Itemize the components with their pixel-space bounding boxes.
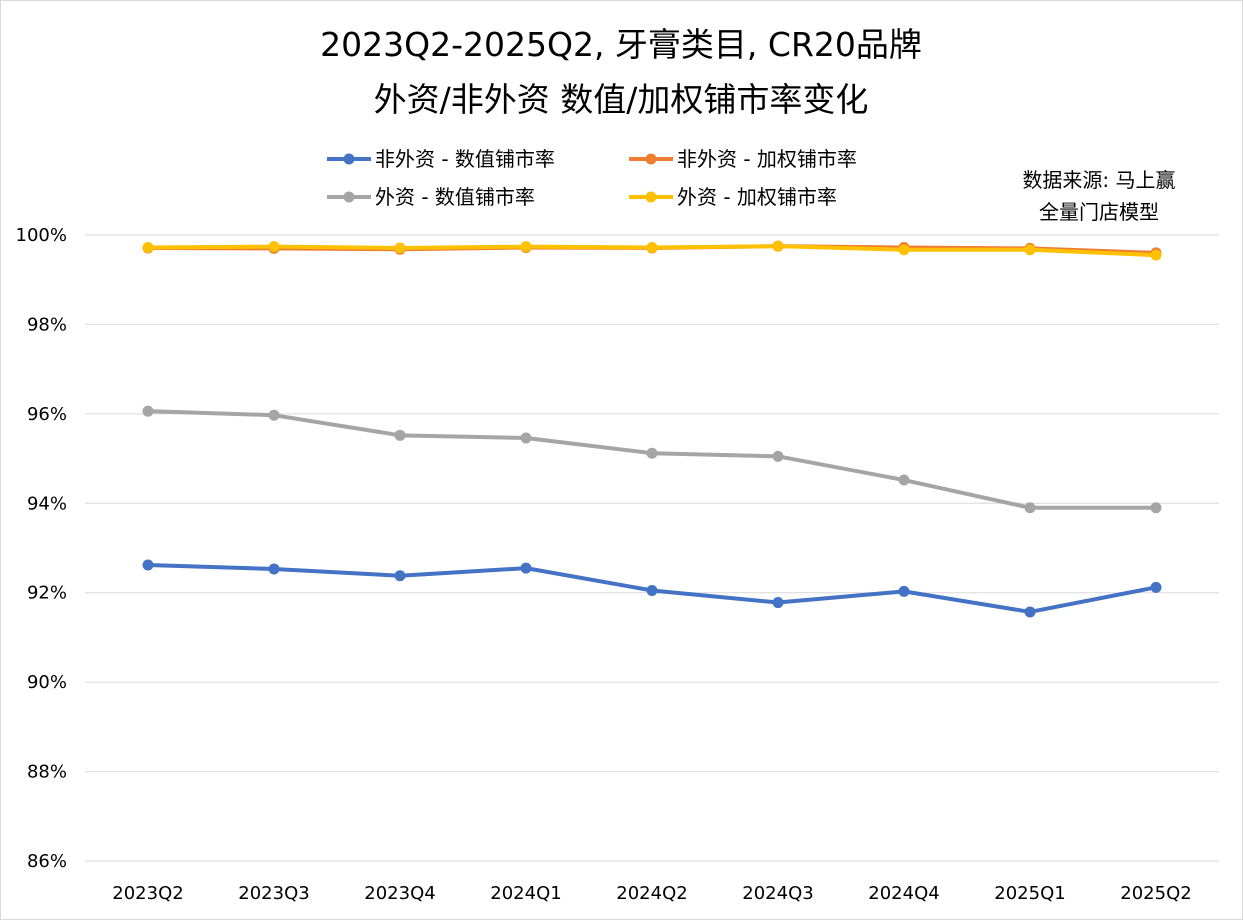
data-point xyxy=(1024,502,1036,514)
y-tick-label: 86% xyxy=(27,851,67,872)
data-point xyxy=(1024,244,1036,256)
legend-swatch-marker xyxy=(343,153,355,165)
data-point xyxy=(1150,502,1162,514)
x-tick-label: 2024Q4 xyxy=(868,883,939,904)
data-point xyxy=(772,597,784,609)
x-tick-label: 2024Q2 xyxy=(616,883,687,904)
data-point xyxy=(268,241,280,253)
y-tick-label: 98% xyxy=(27,314,67,335)
legend-label: 非外资 - 数值铺市率 xyxy=(375,147,555,171)
data-point xyxy=(520,241,532,253)
x-tick-label: 2023Q3 xyxy=(238,883,309,904)
x-tick-label: 2025Q2 xyxy=(1120,883,1191,904)
data-point xyxy=(394,429,406,441)
source-note-line-2: 全量门店模型 xyxy=(1039,200,1159,224)
chart-title-line-1: 2023Q2-2025Q2, 牙膏类目, CR20品牌 xyxy=(320,25,922,64)
data-point xyxy=(1150,249,1162,261)
x-tick-label: 2025Q1 xyxy=(994,883,1065,904)
data-point xyxy=(142,559,154,571)
data-point xyxy=(646,447,658,459)
legend-swatch-marker xyxy=(343,191,355,203)
data-point xyxy=(394,570,406,582)
series-lines xyxy=(142,240,1162,618)
legend-label: 非外资 - 加权铺市率 xyxy=(677,147,857,171)
legend-item: 外资 - 数值铺市率 xyxy=(327,185,535,209)
data-point xyxy=(268,409,280,421)
data-point xyxy=(394,242,406,254)
y-tick-label: 94% xyxy=(27,493,67,514)
x-tick-label: 2024Q3 xyxy=(742,883,813,904)
x-tick-label: 2023Q2 xyxy=(112,883,183,904)
y-tick-label: 92% xyxy=(27,583,67,604)
data-point xyxy=(520,562,532,574)
y-tick-label: 90% xyxy=(27,672,67,693)
data-point xyxy=(772,450,784,462)
data-point xyxy=(1024,606,1036,618)
data-point xyxy=(898,585,910,597)
data-point xyxy=(142,405,154,417)
y-tick-label: 88% xyxy=(27,762,67,783)
chart-title-line-2: 外资/非外资 数值/加权铺市率变化 xyxy=(374,80,869,119)
data-point xyxy=(646,242,658,254)
series-2 xyxy=(142,405,1162,514)
data-point xyxy=(142,242,154,254)
legend-label: 外资 - 数值铺市率 xyxy=(375,185,535,209)
legend-swatch-marker xyxy=(645,191,657,203)
y-tick-label: 96% xyxy=(27,404,67,425)
x-tick-label: 2023Q4 xyxy=(364,883,435,904)
gridlines xyxy=(85,234,1219,862)
series-line xyxy=(146,409,1158,510)
legend-swatch-marker xyxy=(645,153,657,165)
legend-item: 外资 - 加权铺市率 xyxy=(629,185,837,209)
data-point xyxy=(898,474,910,486)
legend-item: 非外资 - 加权铺市率 xyxy=(629,147,857,171)
data-point xyxy=(1150,581,1162,593)
source-note-line-1: 数据来源: 马上赢 xyxy=(1022,168,1175,192)
x-tick-label: 2024Q1 xyxy=(490,883,561,904)
data-point xyxy=(268,563,280,575)
legend-label: 外资 - 加权铺市率 xyxy=(677,185,837,209)
data-point xyxy=(646,584,658,596)
data-point xyxy=(898,244,910,256)
series-0 xyxy=(142,559,1162,618)
y-axis-tick-labels: 86% 88% 90% 92% 94% 96% 98% 100% xyxy=(16,225,67,872)
data-point xyxy=(520,432,532,444)
data-point xyxy=(772,240,784,252)
y-tick-label: 100% xyxy=(16,225,67,246)
x-axis-tick-labels: 2023Q2 2023Q3 2023Q4 2024Q1 2024Q2 2024Q3 2024… xyxy=(112,883,1191,904)
series-3 xyxy=(142,240,1162,261)
legend-item: 非外资 - 数值铺市率 xyxy=(327,147,555,171)
